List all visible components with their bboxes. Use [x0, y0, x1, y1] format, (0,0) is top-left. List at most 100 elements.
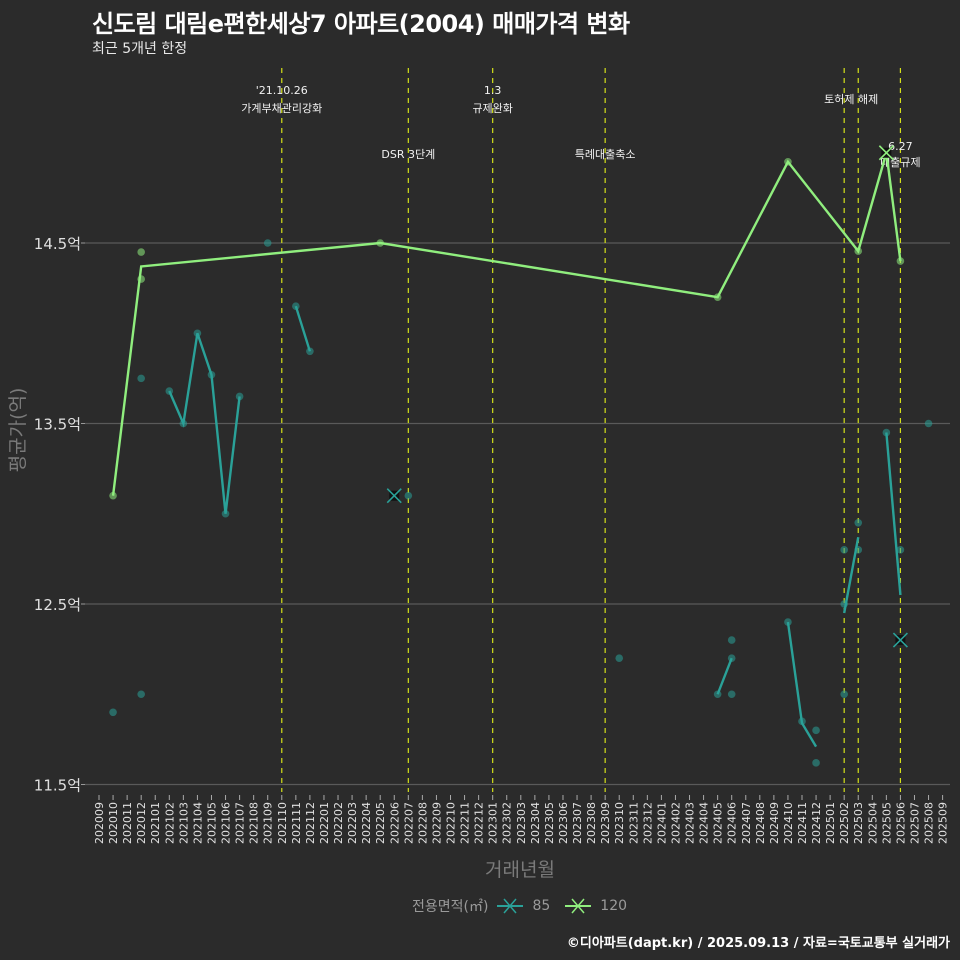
data-point-85 — [840, 690, 848, 699]
x-tick-label: 202112 — [304, 802, 317, 844]
data-point-85 — [896, 546, 905, 554]
x-tick-label: 202309 — [599, 802, 612, 844]
legend-label-85: 85 — [532, 898, 551, 914]
data-point-120 — [137, 248, 145, 256]
data-point-85 — [812, 759, 820, 767]
series-line-85 — [168, 332, 241, 514]
x-tick-label: 202507 — [908, 802, 921, 844]
x-tick-label: 202502 — [838, 802, 851, 844]
marker-stroke — [892, 632, 908, 648]
x-tick-label: 202201 — [318, 802, 331, 844]
data-point-85 — [854, 518, 863, 527]
data-point-85 — [109, 708, 117, 717]
x-tick-label: 202401 — [655, 802, 668, 844]
x-tick-label: 202503 — [852, 802, 865, 844]
x-tick-label: 202104 — [191, 802, 204, 844]
series-line-85 — [786, 621, 818, 748]
series-line-85 — [294, 305, 312, 352]
x-tick-label: 202101 — [149, 802, 162, 844]
x-tick-label: 202412 — [810, 802, 823, 844]
x-tick-label: 202206 — [388, 802, 401, 844]
event-label: DSR 3단계 — [381, 148, 435, 161]
x-tick-label: 202404 — [698, 802, 711, 844]
x-tick-label: 202107 — [234, 802, 247, 844]
data-point-85 — [404, 491, 413, 500]
x-tick-label: 202207 — [402, 802, 415, 844]
x-tick-label: 202307 — [571, 802, 584, 844]
x-tick-label: 202410 — [782, 802, 795, 844]
x-tick-label: 202505 — [880, 802, 893, 844]
series-line-85 — [885, 432, 902, 596]
x-tick-label: 202109 — [262, 802, 275, 844]
data-point-85 — [924, 419, 933, 428]
legend-title: 전용면적(㎡) — [412, 899, 489, 915]
x-axis-title: 거래년월 — [485, 859, 555, 881]
x-tick-label: 202305 — [543, 802, 556, 844]
highlight-x-marker-85 — [386, 488, 402, 504]
event-label: 6.27 — [888, 140, 913, 153]
x-tick-label: 202311 — [627, 802, 640, 844]
x-tick-label: 202304 — [529, 802, 542, 844]
x-tick-label: 202105 — [205, 802, 218, 844]
x-tick-label: 202402 — [669, 802, 682, 844]
x-tick-label: 202210 — [445, 802, 458, 844]
x-tick-label: 202103 — [177, 802, 190, 844]
event-label: 1.3 — [484, 84, 502, 97]
x-tick-label: 202504 — [866, 802, 879, 844]
x-tick-label: 202010 — [107, 802, 120, 844]
x-tick-label: 202106 — [220, 802, 233, 844]
y-tick-label: 12.5억 — [34, 596, 81, 614]
data-point-85 — [137, 374, 145, 383]
x-tick-label: 202509 — [937, 802, 950, 844]
y-tick-label: 13.5억 — [34, 416, 81, 434]
legend-label-120: 120 — [600, 898, 628, 914]
x-tick-label: 202011 — [121, 802, 134, 844]
x-tick-label: 202310 — [613, 802, 626, 844]
x-tick-label: 202406 — [726, 802, 739, 844]
x-tick-label: 202102 — [163, 802, 176, 844]
x-tick-label: 202408 — [754, 802, 767, 844]
x-tick-label: 202501 — [824, 802, 837, 844]
x-tick-label: 202301 — [487, 802, 500, 844]
data-point-85 — [812, 726, 820, 735]
x-tick-label: 202403 — [684, 802, 697, 844]
legend-key-85-icon — [497, 898, 524, 914]
x-tick-label: 202312 — [641, 802, 654, 844]
event-label: 대출규제 — [880, 156, 920, 169]
y-tick-label: 14.5억 — [34, 235, 81, 253]
data-point-85 — [727, 636, 736, 644]
series-line-120 — [111, 152, 902, 496]
data-point-85 — [137, 690, 145, 699]
data-point-85 — [615, 654, 624, 662]
x-tick-label: 202508 — [923, 802, 936, 844]
x-tick-label: 202405 — [712, 802, 725, 844]
legend: 전용면적(㎡) 85 120 — [412, 896, 627, 916]
x-tick-label: 202212 — [473, 802, 486, 844]
data-point-85 — [263, 239, 272, 247]
x-tick-label: 202111 — [290, 802, 303, 844]
x-tick-label: 202009 — [93, 802, 106, 844]
y-axis-title: 평균가(억) — [7, 388, 29, 473]
x-tick-label: 202411 — [796, 802, 809, 844]
series-line-85 — [843, 536, 860, 614]
data-point-85 — [840, 546, 848, 554]
x-tick-label: 202202 — [332, 802, 345, 844]
x-tick-label: 202407 — [740, 802, 753, 844]
x-tick-label: 202303 — [515, 802, 528, 844]
marker-stroke — [878, 145, 894, 161]
event-label: '21.10.26 — [256, 84, 308, 97]
event-label: 규제완화 — [472, 102, 512, 115]
event-label: 특례대출축소 — [575, 148, 636, 161]
event-label: 토허제 해제 — [824, 92, 878, 106]
highlight-x-marker-85 — [892, 632, 908, 648]
x-tick-label: 202203 — [346, 802, 359, 844]
data-point-85 — [727, 690, 736, 699]
x-tick-label: 202409 — [768, 802, 781, 844]
chart-subtitle: 최근 5개년 한정 — [92, 41, 188, 57]
x-tick-label: 202110 — [276, 802, 289, 844]
data-point-85 — [306, 347, 314, 356]
x-tick-label: 202302 — [501, 802, 514, 844]
x-tick-label: 202208 — [416, 802, 429, 844]
y-tick-label: 11.5억 — [34, 777, 81, 795]
